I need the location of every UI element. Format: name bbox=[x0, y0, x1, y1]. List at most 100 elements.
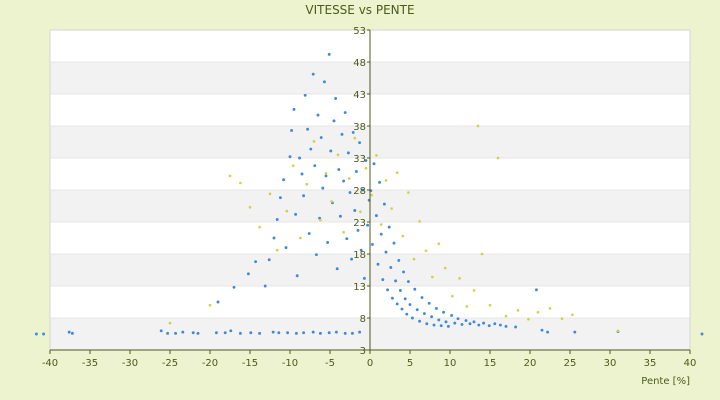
x-tick-label: -25 bbox=[162, 358, 178, 369]
scatter-point bbox=[468, 322, 472, 326]
scatter-point bbox=[405, 312, 409, 316]
scatter-point bbox=[258, 225, 261, 229]
scatter-point bbox=[395, 302, 399, 306]
scatter-point bbox=[318, 331, 322, 335]
scatter-point bbox=[401, 234, 405, 238]
y-tick-label: 33 bbox=[353, 154, 366, 165]
scatter-point bbox=[223, 331, 227, 335]
scatter-point bbox=[476, 124, 480, 128]
scatter-point bbox=[239, 181, 242, 185]
scatter-point bbox=[514, 325, 518, 329]
scatter-point bbox=[353, 136, 357, 140]
scatter-point bbox=[246, 272, 250, 276]
scatter-point bbox=[412, 257, 416, 261]
scatter-point bbox=[353, 209, 357, 212]
scatter-point bbox=[311, 330, 315, 334]
scatter-point bbox=[312, 140, 316, 143]
scatter-point bbox=[415, 308, 419, 312]
scatter-point bbox=[351, 130, 355, 134]
scatter-point bbox=[348, 191, 352, 195]
scatter-point bbox=[166, 331, 170, 335]
scatter-point bbox=[300, 172, 304, 176]
scatter-point bbox=[370, 193, 373, 197]
scatter-point bbox=[335, 267, 339, 271]
scatter-point bbox=[292, 107, 296, 111]
scatter-point bbox=[443, 266, 447, 270]
y-tick-label: 23 bbox=[353, 218, 366, 229]
scatter-point bbox=[418, 319, 422, 323]
x-tick-label: 25 bbox=[564, 358, 577, 369]
x-tick-label: 0 bbox=[367, 358, 373, 369]
scatter-point bbox=[446, 324, 450, 328]
scatter-point bbox=[324, 174, 328, 178]
scatter-point bbox=[374, 214, 378, 218]
scatter-point bbox=[418, 220, 421, 223]
scatter-point bbox=[431, 275, 434, 279]
scatter-point bbox=[343, 331, 347, 335]
scatter-point bbox=[477, 323, 481, 327]
scatter-point bbox=[159, 329, 163, 333]
scatter-point bbox=[329, 149, 333, 153]
scatter-point bbox=[196, 331, 200, 335]
scatter-point bbox=[424, 249, 428, 253]
scatter-point bbox=[208, 303, 212, 307]
scatter-point bbox=[284, 246, 288, 250]
scatter-point bbox=[309, 147, 313, 151]
scatter-point bbox=[378, 180, 382, 184]
scatter-point bbox=[286, 331, 290, 335]
scatter-point bbox=[254, 260, 258, 264]
x-tick-label: 10 bbox=[444, 358, 457, 369]
scatter-point bbox=[456, 317, 460, 321]
scatter-point bbox=[387, 225, 391, 229]
scatter-point bbox=[465, 305, 469, 308]
scatter-point bbox=[303, 93, 307, 97]
scatter-point bbox=[343, 111, 347, 115]
scatter-point bbox=[432, 323, 436, 327]
scatter-point bbox=[437, 242, 441, 246]
scatter-point bbox=[313, 164, 317, 168]
scatter-point bbox=[347, 177, 351, 180]
scatter-point bbox=[402, 270, 406, 274]
scatter-point bbox=[480, 252, 484, 256]
scatter-point bbox=[439, 324, 443, 328]
scatter-point bbox=[527, 317, 530, 321]
scatter-point bbox=[397, 258, 401, 262]
scatter-point bbox=[394, 279, 398, 283]
scatter-point bbox=[290, 129, 294, 132]
scatter-point bbox=[342, 230, 345, 234]
series-1-points bbox=[34, 52, 704, 336]
scatter-point bbox=[442, 310, 446, 314]
scatter-point bbox=[238, 331, 242, 335]
scatter-point bbox=[427, 301, 431, 305]
scatter-point bbox=[356, 228, 360, 232]
scatter-point bbox=[392, 241, 396, 245]
scatter-point bbox=[321, 186, 325, 190]
scatter-point bbox=[327, 52, 331, 56]
scatter-point bbox=[453, 321, 457, 325]
scatter-point bbox=[382, 202, 386, 206]
scatter-point bbox=[571, 313, 574, 317]
scatter-point bbox=[413, 287, 417, 291]
scatter-point bbox=[291, 164, 295, 168]
scatter-point bbox=[450, 313, 454, 317]
scatter-point bbox=[168, 321, 172, 325]
scatter-point bbox=[359, 248, 363, 252]
y-tick-label: 28 bbox=[353, 186, 366, 197]
scatter-point bbox=[487, 324, 491, 328]
x-tick-label: -15 bbox=[242, 358, 258, 369]
scatter-point bbox=[342, 179, 346, 183]
scatter-point bbox=[228, 174, 232, 178]
scatter-point bbox=[460, 322, 464, 326]
scatter-point bbox=[277, 331, 281, 335]
x-tick-label: -35 bbox=[82, 358, 98, 369]
scatter-point bbox=[389, 265, 393, 269]
scatter-point bbox=[361, 188, 365, 192]
scatter-point bbox=[181, 330, 185, 334]
scatter-point bbox=[548, 307, 552, 310]
scatter-point bbox=[306, 127, 310, 131]
scatter-point bbox=[350, 257, 354, 261]
scatter-point bbox=[332, 119, 336, 123]
scatter-point bbox=[372, 162, 376, 166]
x-axis-label: Pente [%] bbox=[641, 376, 690, 387]
